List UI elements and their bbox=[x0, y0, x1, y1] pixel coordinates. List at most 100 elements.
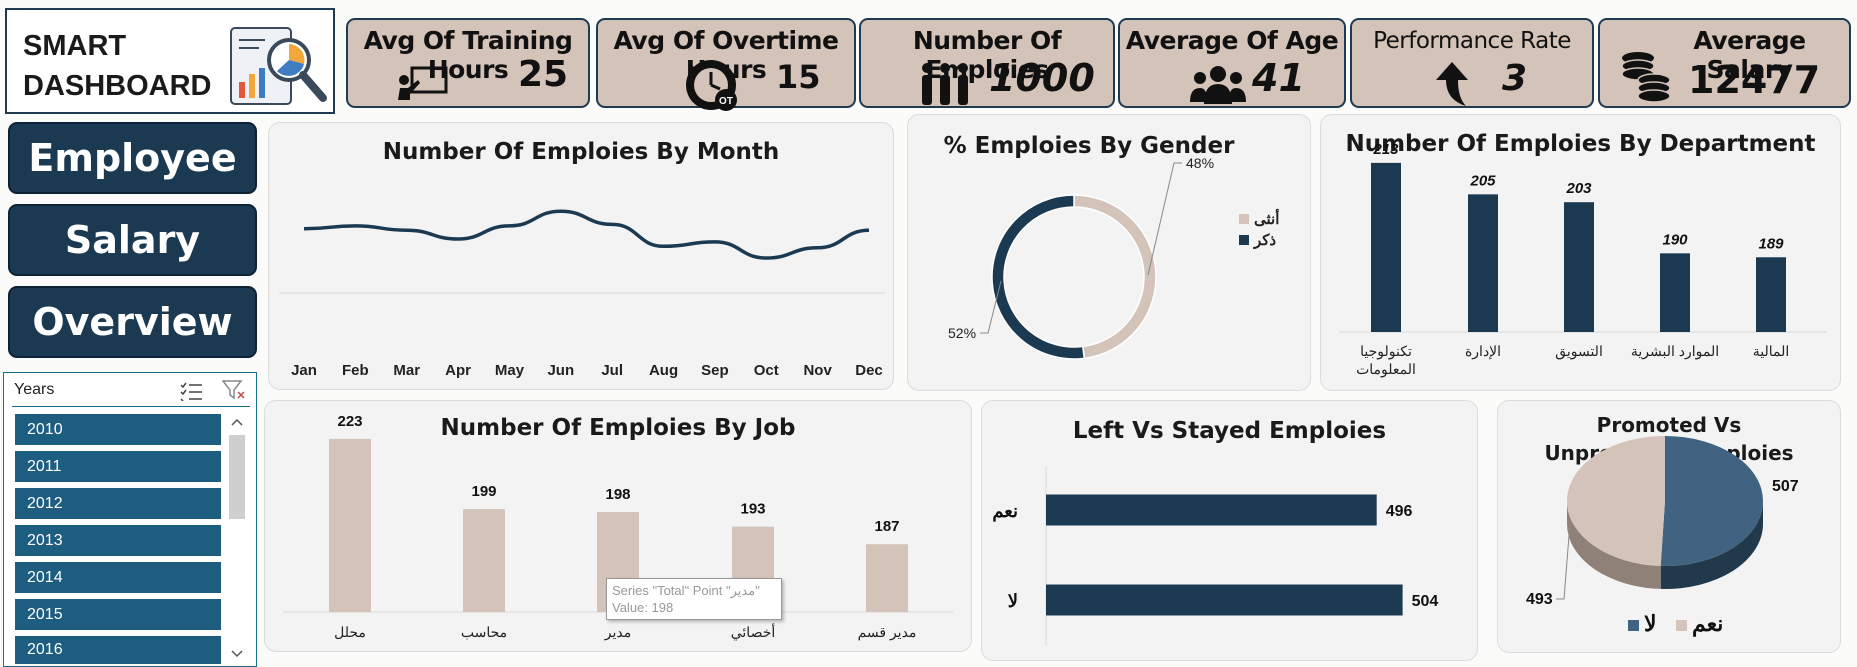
month-tick-label: Jul bbox=[601, 362, 623, 379]
promoted-side-0 bbox=[1660, 501, 1763, 589]
job-bar-1 bbox=[463, 509, 505, 612]
month-tick-label: Jun bbox=[547, 362, 574, 379]
svg-text:OT: OT bbox=[719, 96, 733, 107]
clear-filter-icon[interactable] bbox=[222, 379, 246, 401]
chart-gender-title: % Emploies By Gender bbox=[943, 133, 1235, 159]
kpi-employees-value: 1000 bbox=[989, 56, 1095, 100]
panel-by-gender: % Emploies By Gender 48% 52% أنثى ذكر bbox=[907, 114, 1311, 391]
month-tick-label: Feb bbox=[342, 362, 369, 379]
dept-data-label-2: 203 bbox=[1565, 180, 1592, 197]
dept-bar-0 bbox=[1371, 162, 1401, 332]
slicer-title: Years bbox=[14, 381, 55, 398]
dept-data-label-1: 205 bbox=[1469, 172, 1496, 189]
slicer-item-2010[interactable]: 2010 bbox=[15, 414, 221, 445]
kpi-overtime-hours: Avg Of Overtime Hours OT 15 bbox=[596, 18, 856, 111]
employee-button[interactable]: Employee bbox=[8, 122, 257, 194]
scroll-thumb[interactable] bbox=[229, 435, 245, 519]
job-tick-label-2: مدير bbox=[604, 624, 631, 641]
promoted-legend-label-1: نعم bbox=[1692, 611, 1723, 637]
kpi-age-value: 41 bbox=[1252, 56, 1305, 100]
job-data-label-4: 187 bbox=[874, 518, 899, 535]
month-tick-label: Sep bbox=[701, 362, 729, 379]
panel-by-job: Number Of Emploies By Job 223 محلل 199 محاس… bbox=[264, 400, 972, 652]
dept-data-label-4: 189 bbox=[1758, 235, 1784, 252]
chart-month: Jan Feb Mar Apr May Jun Jul Aug Sep Oct Nov Dec bbox=[279, 209, 885, 379]
month-tick-label: Dec bbox=[855, 362, 883, 379]
dashboard-title-line2: DASHBOARD bbox=[23, 70, 212, 102]
job-tick-label-0: محلل bbox=[334, 624, 366, 640]
month-tick-label: Mar bbox=[393, 362, 420, 379]
salary-button[interactable]: Salary bbox=[8, 204, 257, 276]
job-bar-0 bbox=[329, 438, 371, 612]
job-data-label-1: 199 bbox=[471, 483, 496, 500]
tooltip-value: Value: 198 bbox=[612, 600, 674, 615]
dept-tick-label-4: المالية bbox=[1753, 343, 1790, 359]
left-bar-0 bbox=[1046, 494, 1377, 526]
gender-legend-swatch-0 bbox=[1239, 214, 1249, 224]
dept-tick-label-1: الإدارة bbox=[1465, 343, 1501, 360]
dept-tick-label-0: تكنولوجيا المعلومات bbox=[1356, 343, 1416, 378]
left-data-label-0: 496 bbox=[1386, 503, 1413, 520]
slicer-item-2014[interactable]: 2014 bbox=[15, 562, 221, 593]
kpi-training-title: Avg Of Training Hours bbox=[363, 26, 573, 84]
tooltip-series: Series "Total" Point "مدير" bbox=[612, 583, 760, 598]
gender-legend-label-1: ذكر bbox=[1253, 232, 1276, 249]
kpi-employee-count: Number Of Emploies 1000 bbox=[859, 18, 1115, 108]
kpi-salary-title: Average Salary bbox=[1693, 26, 1806, 84]
slicer-item-2016[interactable]: 2016 bbox=[15, 636, 221, 664]
left-bar-1 bbox=[1046, 584, 1403, 616]
kpi-training-hours: Avg Of Training Hours 25 bbox=[346, 18, 590, 108]
job-tick-label-1: محاسب bbox=[461, 624, 507, 640]
kpi-performance-value: 3 bbox=[1502, 58, 1528, 99]
slicer-item-2015[interactable]: 2015 bbox=[15, 599, 221, 630]
teaching-board-icon bbox=[398, 66, 448, 100]
up-arrow-icon bbox=[1436, 62, 1468, 106]
chart-promoted: 507 493 لا نعم bbox=[1526, 436, 1799, 637]
chart-department-title: Number Of Emploies By Department bbox=[1345, 131, 1816, 157]
gender-slice-0 bbox=[1073, 194, 1157, 360]
dept-tick-label-2: التسويق bbox=[1555, 343, 1603, 360]
promoted-side-1 bbox=[1567, 501, 1661, 589]
month-tick-label: Nov bbox=[803, 362, 832, 379]
promoted-legend-swatch-1 bbox=[1676, 620, 1687, 631]
chart-month-title: Number Of Emploies By Month bbox=[382, 139, 780, 165]
multi-select-icon[interactable] bbox=[180, 381, 204, 401]
promoted-leader-1 bbox=[1556, 522, 1571, 600]
promoted-slice-1 bbox=[1567, 436, 1665, 566]
panel-left-vs-stayed: Left Vs Stayed Emploies 496 نعم 504 لا bbox=[981, 400, 1478, 661]
gender-leader-0 bbox=[1147, 162, 1182, 276]
chart-gender: 48% 52% أنثى ذكر bbox=[948, 155, 1279, 360]
kpi-training-value: 25 bbox=[518, 54, 569, 95]
gender-legend-swatch-1 bbox=[1239, 235, 1249, 245]
users-icon bbox=[1190, 66, 1246, 104]
dept-bar-3 bbox=[1660, 253, 1690, 332]
job-tick-label-3: أخصائي bbox=[731, 622, 776, 640]
month-tick-label: May bbox=[495, 362, 525, 379]
slicer-item-2012[interactable]: 2012 bbox=[15, 488, 221, 519]
gender-slice-1 bbox=[991, 194, 1086, 360]
scroll-down-icon[interactable] bbox=[231, 649, 243, 659]
kpi-average-age: Average Of Age 41 bbox=[1118, 18, 1346, 108]
promoted-legend-label-0: لا bbox=[1644, 611, 1657, 636]
dept-data-label-0: 213 bbox=[1372, 141, 1399, 158]
month-tick-label: Apr bbox=[445, 362, 471, 379]
chart-tooltip: Series "Total" Point "مدير" Value: 198 bbox=[606, 578, 782, 620]
dept-bar-4 bbox=[1756, 257, 1786, 332]
overtime-clock-icon: OT bbox=[686, 60, 737, 111]
month-tick-label: Aug bbox=[649, 362, 678, 379]
kpi-salary-value: 12477 bbox=[1688, 58, 1821, 102]
slicer-scrollbar[interactable] bbox=[226, 413, 248, 663]
dashboard-title: SMART DASHBOARD bbox=[23, 26, 212, 106]
gender-legend-label-0: أنثى bbox=[1254, 208, 1279, 228]
overview-button[interactable]: Overview bbox=[8, 286, 257, 358]
month-tick-label: Jan bbox=[291, 362, 317, 379]
years-slicer: Years 2010 2011 2012 2013 2014 2015 2016 bbox=[3, 372, 257, 667]
chart-left-stayed: 496 نعم 504 لا bbox=[992, 466, 1438, 646]
dashboard-logo: SMART DASHBOARD bbox=[5, 8, 335, 114]
people-group-icon bbox=[922, 63, 968, 105]
slicer-item-2011[interactable]: 2011 bbox=[15, 451, 221, 482]
scroll-up-icon[interactable] bbox=[231, 417, 243, 427]
gender-leader-1 bbox=[980, 280, 1002, 334]
slicer-item-2013[interactable]: 2013 bbox=[15, 525, 221, 556]
chart-left-title: Left Vs Stayed Emploies bbox=[1072, 418, 1387, 444]
